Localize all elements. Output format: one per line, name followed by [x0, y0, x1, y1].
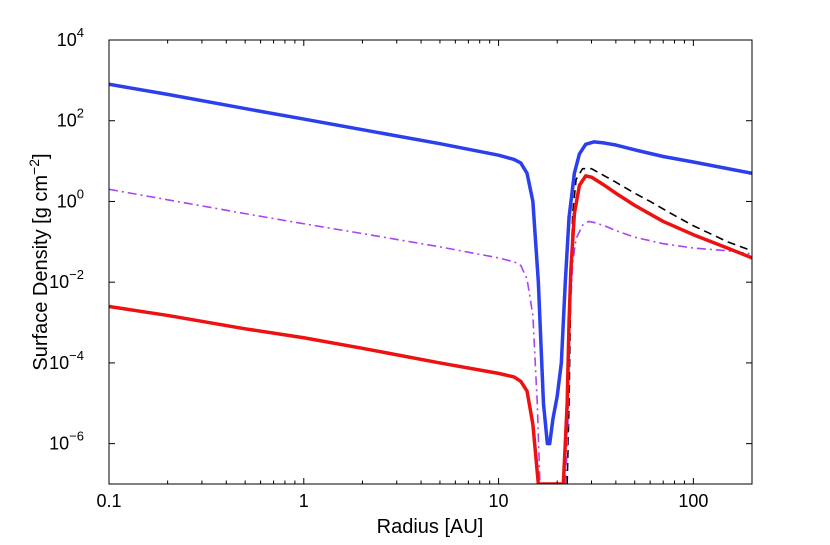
- x-axis-label: Radius [AU]: [377, 516, 484, 538]
- series-layer: [109, 82, 752, 484]
- y-tick-label: 104: [57, 25, 84, 50]
- series-line-1: [566, 167, 752, 484]
- y-axis-label-suffix: ]: [30, 153, 52, 159]
- y-tick-label: 10−2: [49, 267, 84, 292]
- x-tick-label: 10: [489, 491, 509, 511]
- y-tick-label: 102: [57, 106, 84, 131]
- y-tick-label: 10−4: [49, 348, 84, 373]
- axes-box: [108, 39, 753, 485]
- x-tick-label: 0.1: [96, 491, 121, 511]
- y-tick-label: 100: [57, 186, 84, 211]
- series-line-2: [109, 188, 752, 484]
- y-axis-label-prefix: Surface Density [g cm: [30, 175, 52, 371]
- series-line-3: [109, 82, 752, 446]
- x-tick-label: 1: [299, 491, 309, 511]
- tick-layer: 0.1 1 10 100 10−6 10−4 10−2 100 102 104: [49, 25, 752, 511]
- series-line-4: [109, 174, 752, 484]
- y-axis-label-sup: −2: [26, 159, 42, 175]
- y-axis-label: Surface Density [g cm−2]: [26, 153, 52, 370]
- x-tick-label: 100: [678, 491, 708, 511]
- y-tick-label: 10−6: [49, 429, 84, 454]
